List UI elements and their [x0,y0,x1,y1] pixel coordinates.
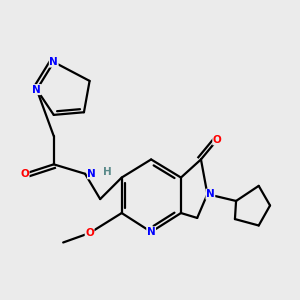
Text: O: O [213,135,222,145]
Text: N: N [32,85,41,94]
Text: N: N [88,169,96,179]
Text: N: N [147,227,155,237]
Text: N: N [50,57,58,67]
Text: O: O [20,169,29,179]
Text: O: O [85,228,94,238]
Text: H: H [103,167,111,177]
Text: N: N [206,189,215,199]
